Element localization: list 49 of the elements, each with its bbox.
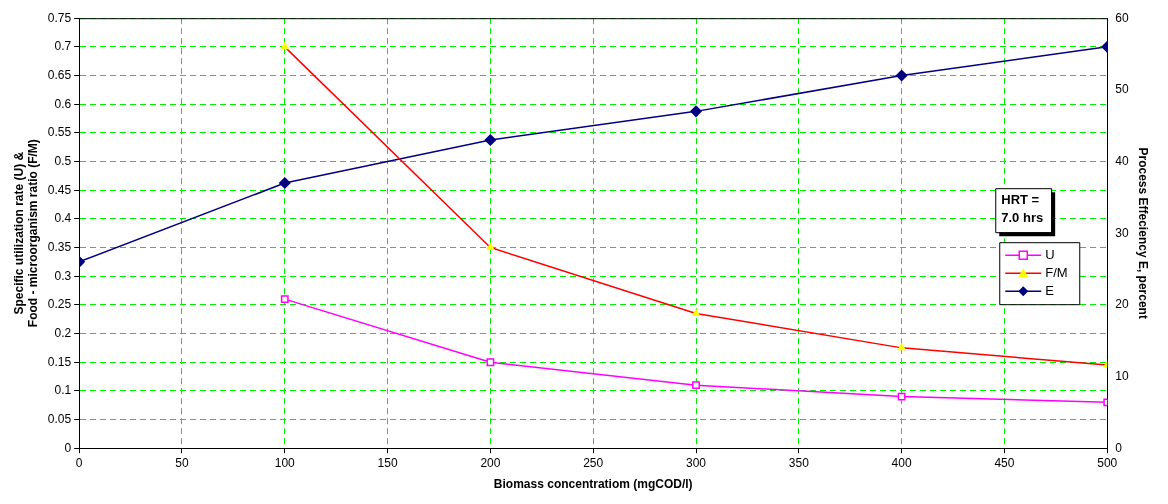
x-tick-label: 300 [686, 455, 707, 470]
y2-tick-label: 20 [1115, 297, 1129, 312]
x-tick-label: 400 [891, 455, 912, 470]
x-tick-label: 250 [583, 455, 604, 470]
y-tick-label: 0.45 [47, 182, 72, 197]
y-tick-label: 0.05 [47, 411, 72, 426]
x-tick-label: 450 [994, 455, 1015, 470]
point [692, 381, 700, 390]
point [279, 177, 291, 189]
point [280, 295, 289, 304]
y2-tick-label: 0 [1115, 440, 1123, 455]
y-tick-label: 0.7 [54, 39, 72, 54]
y-axis-title: Specific utilization rate (U) & Food - microorganism ratio (F/M) [11, 139, 40, 328]
x-tick-label: 100 [274, 455, 296, 470]
y2-tick-label: 30 [1115, 225, 1129, 240]
legend-label: E [1045, 282, 1055, 298]
y-tick-label: 0.65 [47, 67, 72, 82]
y-tick-label: 0.15 [47, 354, 72, 369]
x-tick-label: 500 [1097, 455, 1118, 470]
y-tick-label: 0.25 [47, 297, 72, 312]
y-tick-label: 0.4 [54, 211, 72, 226]
point [486, 358, 495, 367]
legend-label: U [1045, 246, 1055, 262]
legend-label: F/M [1045, 264, 1068, 280]
y2-tick-label: 40 [1115, 153, 1129, 168]
y2-tick-label: 60 [1115, 10, 1129, 25]
point [484, 134, 497, 146]
y-tick-label: 0 [64, 440, 72, 455]
x-axis-title: Biomass concentratiom (mgCOD/l) [493, 477, 693, 492]
x-tick-label: 200 [480, 455, 501, 470]
y-tick-label: 0.6 [54, 96, 72, 111]
y-tick-label: 0.35 [47, 239, 72, 254]
y-tick-label: 0.2 [54, 325, 72, 340]
y-tick-label: 0.3 [54, 268, 72, 283]
y-tick-label: 0.5 [54, 153, 72, 168]
point [895, 69, 908, 82]
x-tick-label: 350 [788, 455, 810, 470]
point [690, 105, 702, 118]
x-tick-label: 0 [75, 455, 83, 470]
x-tick-label: 150 [377, 455, 398, 470]
y2-axis-title: Process Effeciency E, percent [1136, 147, 1151, 319]
y-tick-label: 0.75 [47, 10, 72, 25]
point [897, 392, 906, 401]
y-tick-label: 0.55 [47, 125, 72, 140]
y2-tick-label: 10 [1115, 368, 1129, 383]
y-tick-label: 0.1 [54, 383, 72, 398]
x-tick-label: 50 [175, 455, 189, 470]
annotation: HRT = 7.0 hrs [1001, 192, 1044, 226]
y2-tick-label: 50 [1115, 82, 1129, 97]
